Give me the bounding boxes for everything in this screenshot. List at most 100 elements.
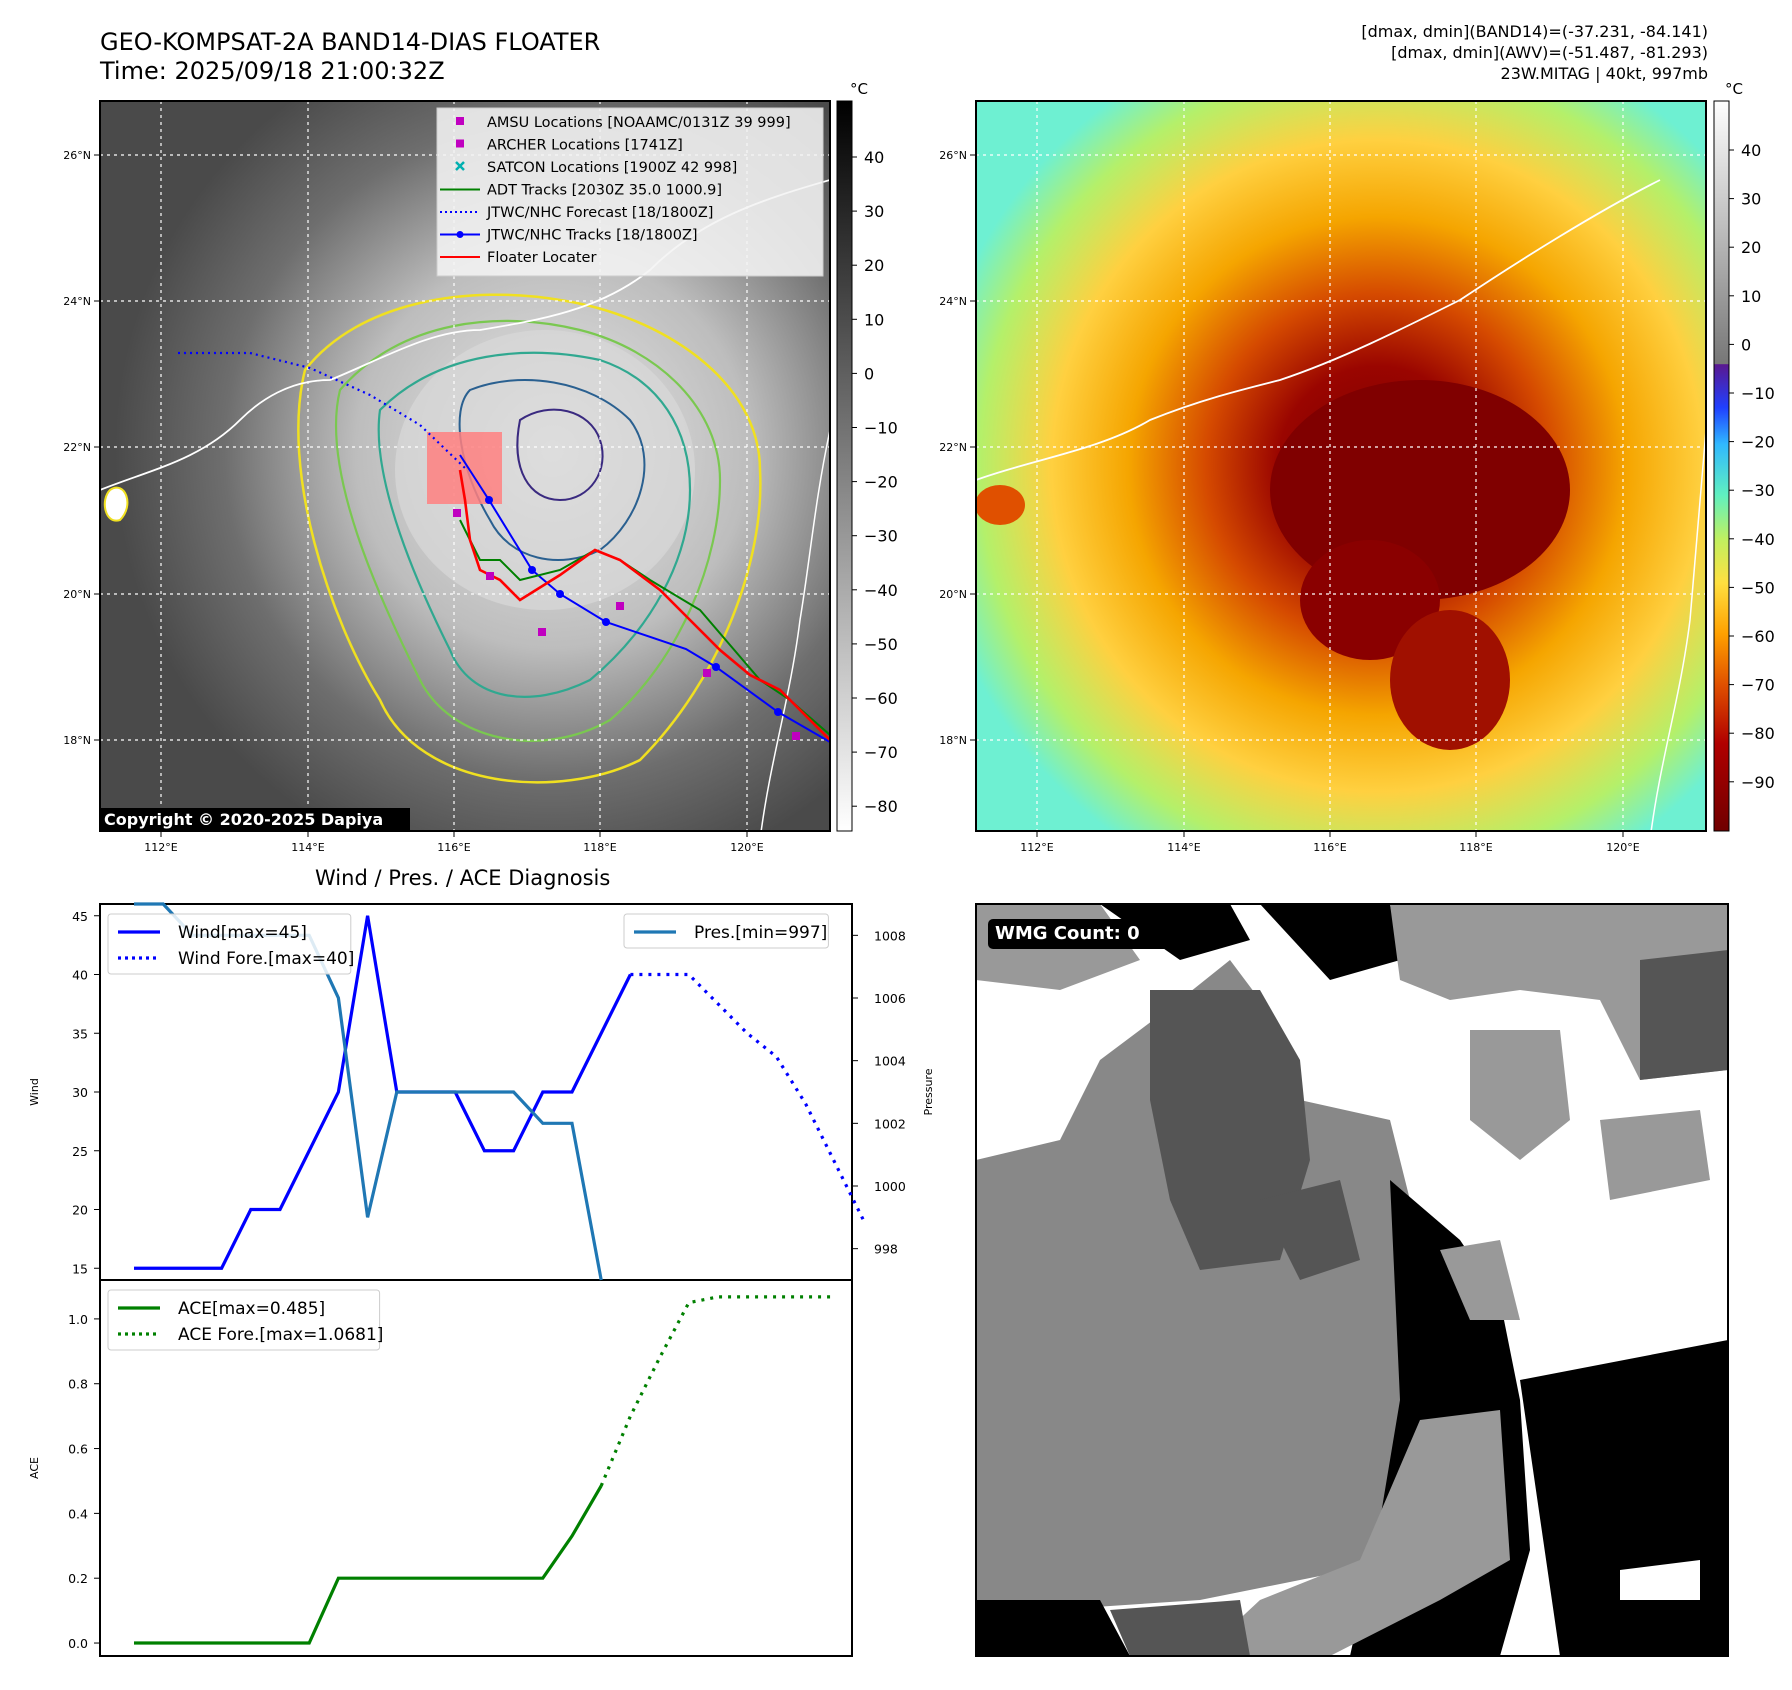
ir-colorbar-tick-label: 0 [864,364,874,383]
awv-lon-label: 116°E [1313,841,1346,854]
legend-label: ARCHER Locations [1741Z] [487,138,683,154]
awv-range-text: [dmax, dmin](AWV)=(-51.487, -81.293) [1391,43,1708,62]
ir-colorbar-tick-label: −30 [864,527,898,546]
fix-locations [453,509,800,740]
awv-lon-label: 120°E [1606,841,1639,854]
awv-lat-label: 18°N [939,734,967,747]
ir-colorbar-tick-label: 20 [864,256,884,275]
awv-imagery [976,101,1706,831]
legend-label: SATCON Locations [1900Z 42 998] [487,160,737,176]
ace-axes [99,1279,853,1657]
y-tick-label: 25 [72,1144,88,1159]
diagnosis-title: Wind / Pres. / ACE Diagnosis [315,866,611,890]
ir-lat-label: 24°N [63,295,91,308]
y-tick-label: 15 [72,1261,88,1276]
y-tick-label: 0.4 [68,1506,88,1521]
copyright-text: Copyright © 2020-2025 Dapiya [104,810,384,829]
ir-lon-label: 116°E [437,841,470,854]
y-tick-label: 0.2 [68,1571,88,1586]
ir-colorbar-tick-label: −20 [864,473,898,492]
y-axis-label: Pressure [922,1068,935,1115]
ir-panel-frame [99,100,831,832]
awv-colorbar-tick-label: 20 [1741,238,1761,257]
chart-legend [107,913,352,975]
series-line [134,915,632,1270]
y-tick-label: 45 [72,909,88,924]
awv-colorbar-unit: °C [1725,80,1743,98]
legend-marker [455,161,465,171]
y-tick-label: 35 [72,1026,88,1041]
awv-colorbar-tick-label: −10 [1741,384,1775,403]
y-tick-label: 0.8 [68,1377,88,1392]
observation-time: Time: 2025/09/18 21:00:32Z [100,57,445,85]
y-axis-label: Wind [28,1078,41,1106]
awv-lon-label: 118°E [1459,841,1492,854]
y-tick-label: 0.6 [68,1442,88,1457]
awv-lat-label: 24°N [939,295,967,308]
awv-colorbar-tick-label: 0 [1741,335,1751,354]
ir-colorbar-tick-label: 30 [864,202,884,221]
legend-marker [456,117,464,125]
series-line [630,972,866,1222]
legend-label: Floater Locater [487,250,596,266]
awv-lon-label: 112°E [1020,841,1053,854]
ir-colorbar-tick-label: −40 [864,581,898,600]
ir-colorbar-tick-label: 10 [864,310,884,329]
ir-colorbar-tick-label: 40 [864,148,884,167]
y-tick-label: 1006 [874,991,906,1006]
awv-panel-frame [975,100,1707,832]
legend-label: JTWC/NHC Tracks [18/1800Z] [486,228,698,244]
ir-colorbar-tick-label: −80 [864,797,898,816]
awv-colorbar-tick-label: −70 [1741,676,1775,695]
jtwc-forecast-line [178,351,466,469]
awv-colorbar-tick-label: 30 [1741,190,1761,209]
storm-info-text: 23W.MITAG | 40kt, 997mb [1500,64,1708,83]
awv-colorbar-tick-label: −20 [1741,433,1775,452]
ir-colorbar [836,100,853,832]
awv-lat-label: 26°N [939,149,967,162]
awv-lat-label: 22°N [939,441,967,454]
series-line [134,1485,603,1645]
legend-marker [456,139,464,148]
ir-colorbar-tick-label: −70 [864,743,898,762]
ir-lat-label: 18°N [63,734,91,747]
awv-colorbar-tick-label: −90 [1741,773,1775,792]
ir-lat-label: 22°N [63,441,91,454]
y-tick-label: 1000 [874,1179,906,1194]
ir-colorbar-tick-label: −10 [864,419,898,438]
wmg-count-box [988,919,1170,949]
chart-legend-label: ACE[max=0.485] [178,1299,325,1319]
ir-lat-label: 26°N [63,149,91,162]
chart-legend [623,913,829,949]
ir-lon-label: 120°E [730,841,763,854]
legend-label: JTWC/NHC Forecast [18/1800Z] [486,205,713,221]
band14-range-text: [dmax, dmin](BAND14)=(-37.231, -84.141) [1361,22,1708,41]
y-tick-label: 1002 [874,1116,906,1131]
chart-legend-label: ACE Fore.[max=1.0681] [178,1325,383,1345]
ir-colorbar-tick-label: −60 [864,689,898,708]
legend-label: ADT Tracks [2030Z 35.0 1000.9] [487,183,722,199]
chart-legend-label: Wind Fore.[max=40] [178,949,354,969]
awv-colorbar-tick-label: −50 [1741,578,1775,597]
awv-colorbar-tick-label: −60 [1741,627,1775,646]
awv-lon-label: 114°E [1167,841,1200,854]
y-tick-label: 20 [72,1203,88,1218]
y-tick-label: 1008 [874,928,906,943]
ir-lat-label: 20°N [63,588,91,601]
chart-legend-label: Pres.[min=997] [694,923,827,943]
y-tick-label: 1.0 [68,1312,88,1327]
y-tick-label: 40 [72,968,88,983]
floater-locater-line [458,469,830,741]
ir-lon-label: 112°E [144,841,177,854]
awv-colorbar [1713,100,1730,832]
y-tick-label: 1004 [874,1054,906,1069]
chart-legend [107,1289,381,1351]
y-axis-label: ACE [28,1457,41,1479]
y-tick-label: 0.0 [68,1636,88,1651]
wmg-panel-frame [975,903,1729,1657]
ir-legend [436,107,824,277]
chart-title: GEO-KOMPSAT-2A BAND14-DIAS FLOATER [100,28,601,56]
chart-legend-label: Wind[max=45] [178,923,307,943]
y-tick-label: 998 [874,1242,898,1257]
